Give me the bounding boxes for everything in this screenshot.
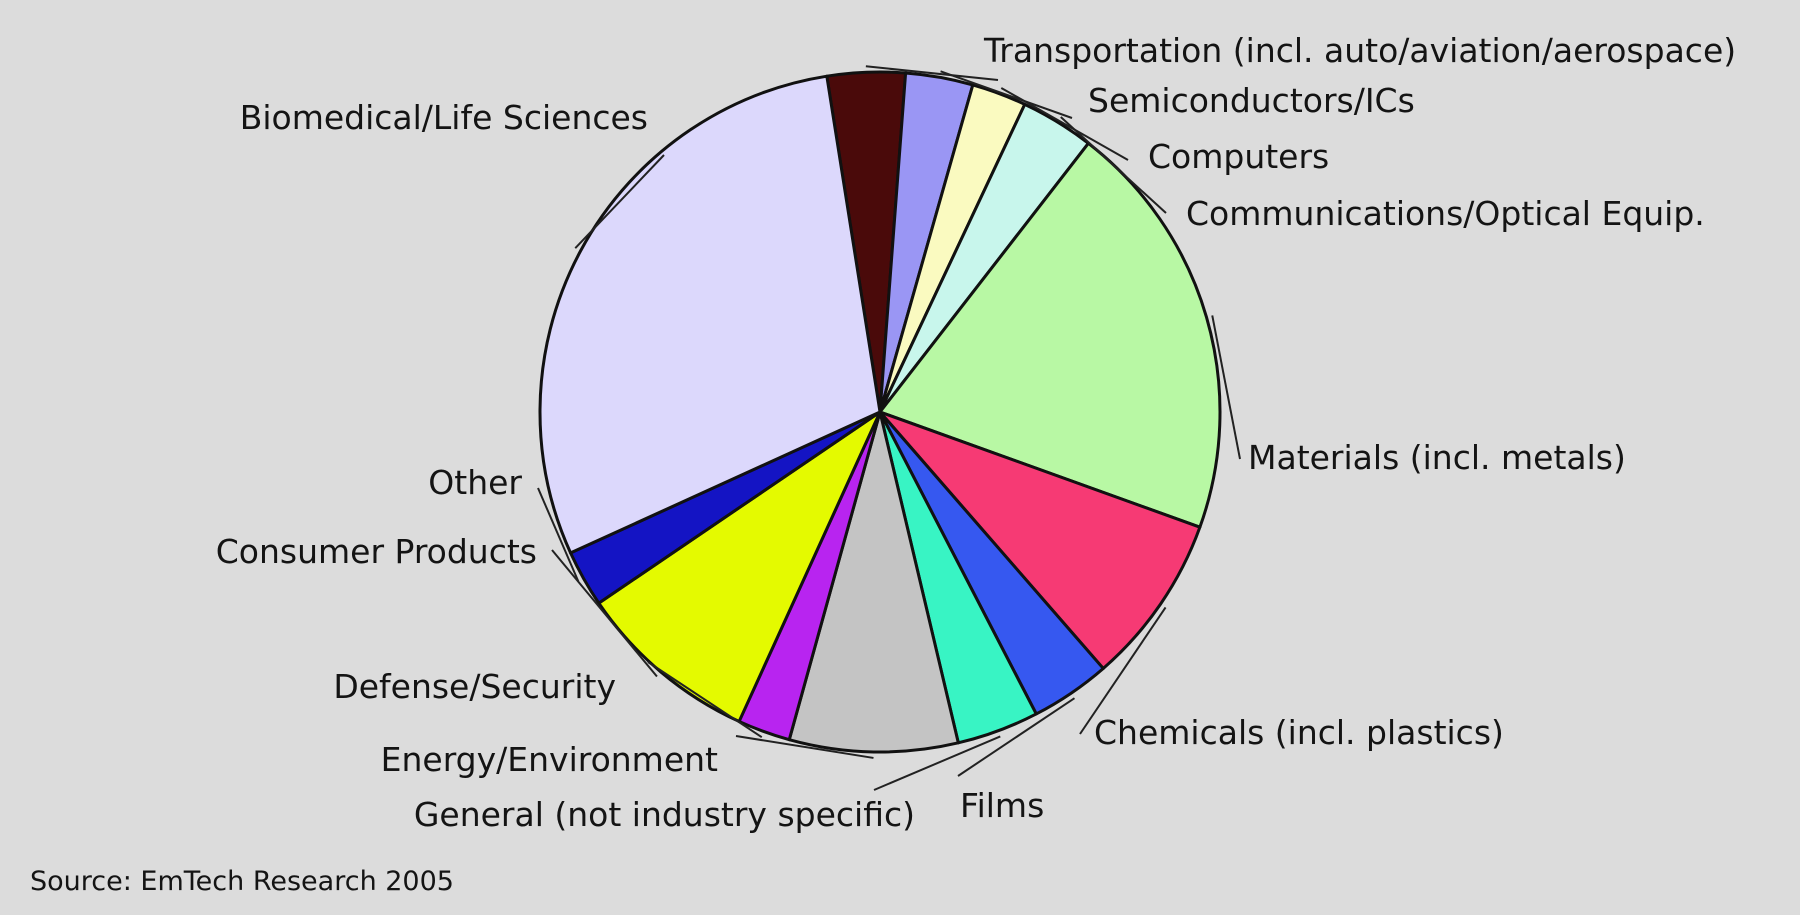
leader-line-films [957, 697, 1076, 777]
slice-label-other: Other [428, 463, 522, 502]
slice-label-defense-security: Defense/Security [333, 667, 616, 706]
slice-label-communications-optical-equip: Communications/Optical Equip. [1186, 194, 1705, 233]
leader-line-communications-optical-equip [1060, 116, 1167, 214]
leader-line-defense-security [647, 661, 763, 739]
slice-label-biomedical-life-sciences: Biomedical/Life Sciences [240, 98, 648, 137]
leader-line-energy-environment [735, 735, 874, 759]
leader-line-materials-incl-metals [1211, 315, 1241, 460]
pie-slice-chemicals-incl-plastics [878, 410, 1202, 670]
slice-label-transportation-incl-auto-aviation-aerospace: Transportation (incl. auto/aviation/aero… [983, 31, 1736, 70]
leader-line-other [537, 487, 580, 582]
leader-line-chemicals-incl-plastics [1079, 606, 1167, 735]
leader-line-consumer-products [551, 549, 658, 678]
leader-line-general-not-industry-specific [873, 735, 1001, 791]
slice-label-general-not-industry-specific: General (not industry specific) [414, 795, 915, 834]
pie-slice-energy-environment [787, 410, 960, 754]
source-note: Source: EmTech Research 2005 [30, 866, 454, 897]
leader-line-transportation-incl-auto-aviation-aerospace [865, 65, 999, 81]
leader-line-biomedical-life-sciences [574, 154, 665, 249]
slice-label-consumer-products: Consumer Products [216, 532, 537, 571]
slice-label-semiconductors-ics: Semiconductors/ICs [1088, 81, 1415, 120]
slice-labels: Transportation (incl. auto/aviation/aero… [216, 31, 1736, 834]
slice-label-energy-environment: Energy/Environment [381, 740, 718, 779]
slice-label-materials-incl-metals: Materials (incl. metals) [1248, 438, 1626, 477]
leader-line-computers [1000, 87, 1129, 161]
leader-lines [537, 65, 1241, 791]
slice-label-films: Films [960, 786, 1044, 825]
leader-line-semiconductors-ics [940, 70, 1073, 119]
pie-slices [538, 70, 1222, 754]
slice-label-chemicals-incl-plastics: Chemicals (incl. plastics) [1094, 713, 1504, 752]
slice-label-computers: Computers [1148, 137, 1329, 176]
